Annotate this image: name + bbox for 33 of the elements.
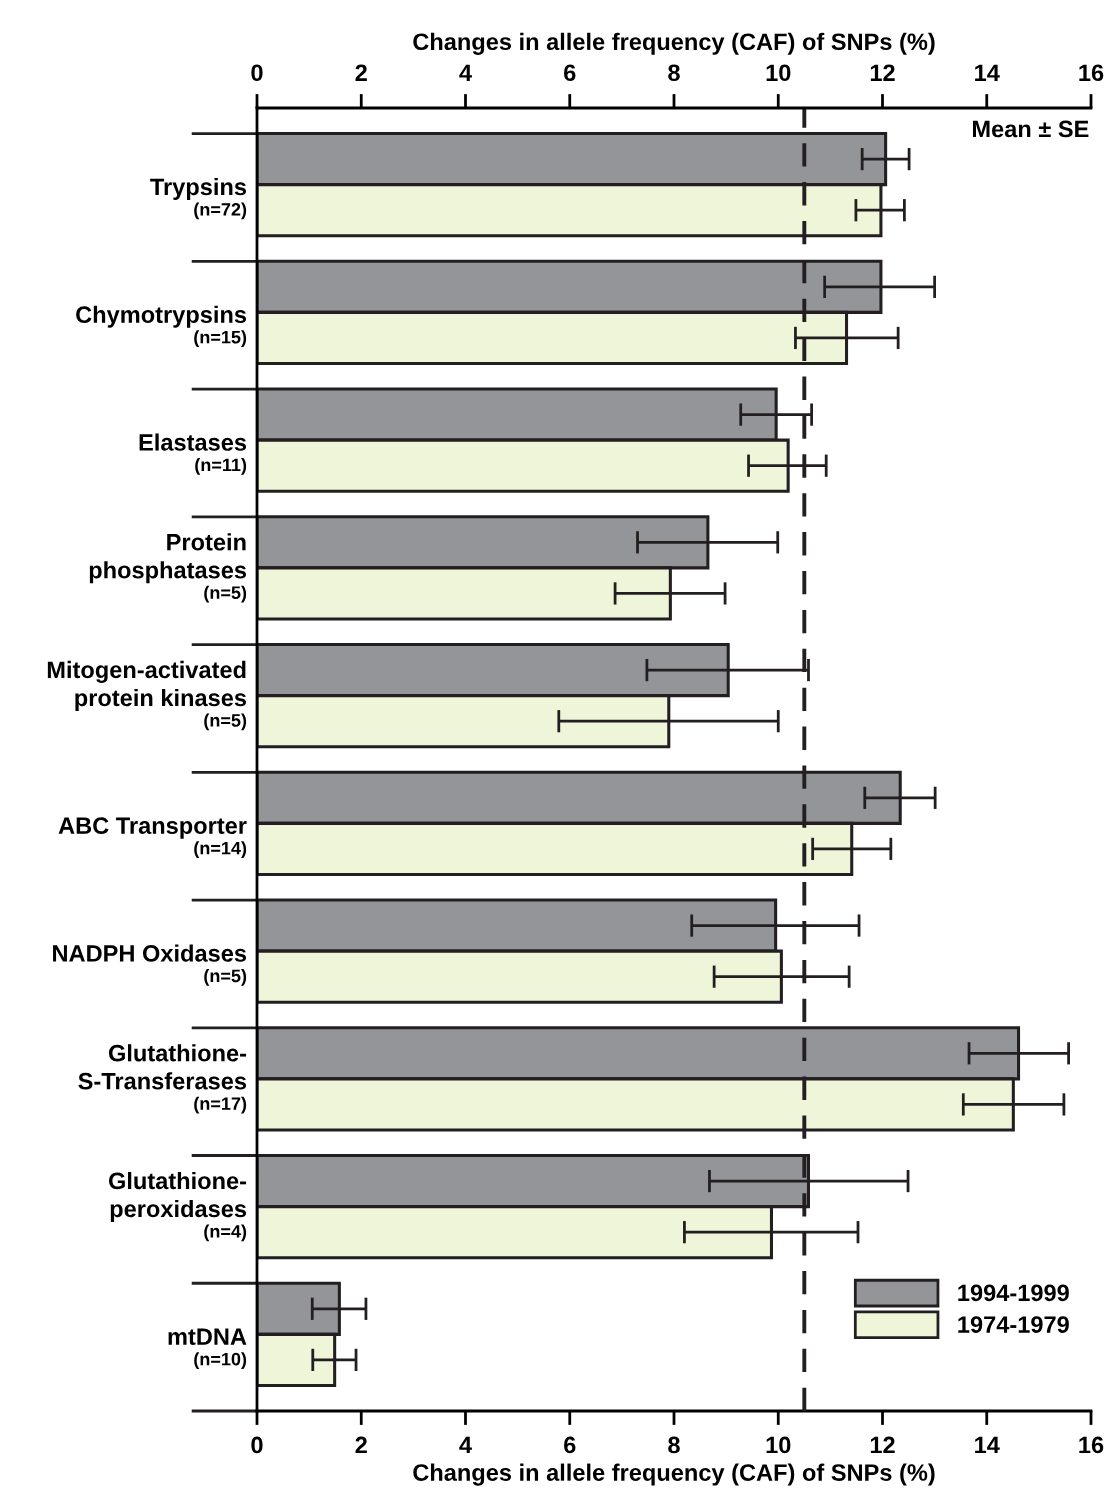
- x-tick-label: 4: [459, 1436, 472, 1454]
- x-tick-label: 10: [766, 1436, 791, 1454]
- y-tick-label: NADPH Oxidases (n=5): [53, 944, 247, 986]
- legend-label: 1994-1999: [958, 1284, 1069, 1302]
- y-tick-label: Protein phosphatases (n=5): [89, 533, 247, 603]
- y-tick-label: Trypsins (n=72): [150, 177, 247, 220]
- x-axis-title: Changes in allele frequency (CAF) of SNPs (%): [413, 1463, 935, 1486]
- y-tick-label: Chymotrypsins (n=15): [76, 305, 247, 348]
- x2-tick-label: 8: [668, 64, 680, 82]
- x2-tick-label: 0: [251, 64, 263, 82]
- x-tick-label: 8: [668, 1436, 680, 1454]
- y-tick-label: mtDNA (n=10): [168, 1328, 247, 1370]
- x-tick-label: 2: [355, 1436, 367, 1454]
- x2-tick-label: 4: [459, 64, 472, 81]
- x2-tick-label: 14: [975, 64, 1000, 81]
- annotation: Mean ± SE: [972, 120, 1089, 138]
- y-tick-label: Glutathione- S-Transferases (n=17): [78, 1044, 247, 1114]
- x-tick-label: 12: [870, 1436, 895, 1454]
- legend-label: 1974-1979: [958, 1316, 1069, 1333]
- x-tick-label: 16: [1079, 1436, 1104, 1454]
- x2-axis-title: Changes in allele frequency (CAF) of SNPs (%): [413, 32, 935, 55]
- x-tick-label: 14: [975, 1436, 1000, 1454]
- x-tick-label: 6: [564, 1436, 576, 1454]
- x2-tick-label: 2: [355, 64, 367, 81]
- x2-tick-label: 16: [1079, 64, 1104, 82]
- y-tick-label: Mitogen-activated protein kinases (n=5): [47, 660, 247, 731]
- y-tick-label: ABC Transporter (n=14): [58, 817, 247, 859]
- x2-tick-label: 6: [564, 64, 576, 82]
- x-tick-label: 0: [251, 1436, 263, 1454]
- y-tick-label: Elastases (n=11): [139, 433, 247, 475]
- x2-tick-label: 10: [766, 64, 791, 82]
- y-tick-label: Glutathione- peroxidases (n=4): [108, 1171, 247, 1242]
- x2-tick-label: 12: [870, 64, 895, 81]
